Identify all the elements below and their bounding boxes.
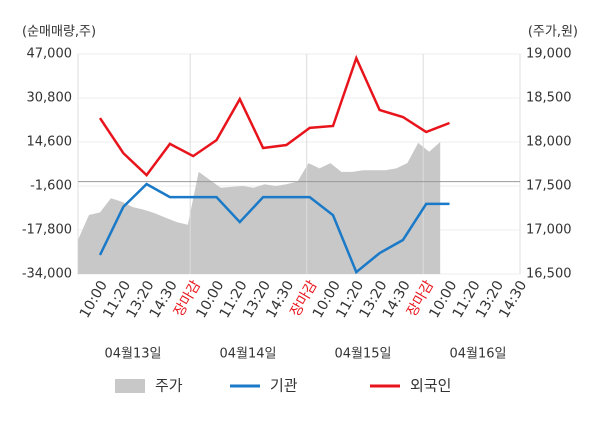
y2-tick-label: 18,000 [526,135,572,150]
date-label: 04월16일 [449,347,506,362]
y-tick-label: -1,600 [30,179,72,194]
y2-tick-label: 18,500 [526,91,572,106]
price-area [78,142,441,274]
y-axis-title: (순매매량,주) [22,25,96,40]
date-label: 04월14일 [219,347,276,362]
y-tick-label: -17,800 [22,223,72,238]
y-tick-label: 47,000 [27,47,73,62]
y-tick-label: 30,800 [27,91,73,106]
date-label: 04월15일 [334,347,391,362]
series-line [98,54,450,177]
legend-label: 외국인 [410,377,451,395]
y-tick-label: 14,600 [27,135,73,150]
y2-tick-label: 16,500 [526,267,572,282]
legend-label: 주가 [155,377,183,395]
y2-tick-label: 17,000 [526,223,572,238]
date-label: 04월13일 [104,347,161,362]
y2-tick-label: 19,000 [526,47,572,62]
y-tick-label: -34,000 [22,267,72,282]
legend-swatch [115,379,145,393]
y2-axis-title: (주가,원) [528,25,578,40]
series-line [98,182,450,275]
legend-label: 기관 [270,377,298,395]
y2-tick-label: 17,500 [526,179,572,194]
